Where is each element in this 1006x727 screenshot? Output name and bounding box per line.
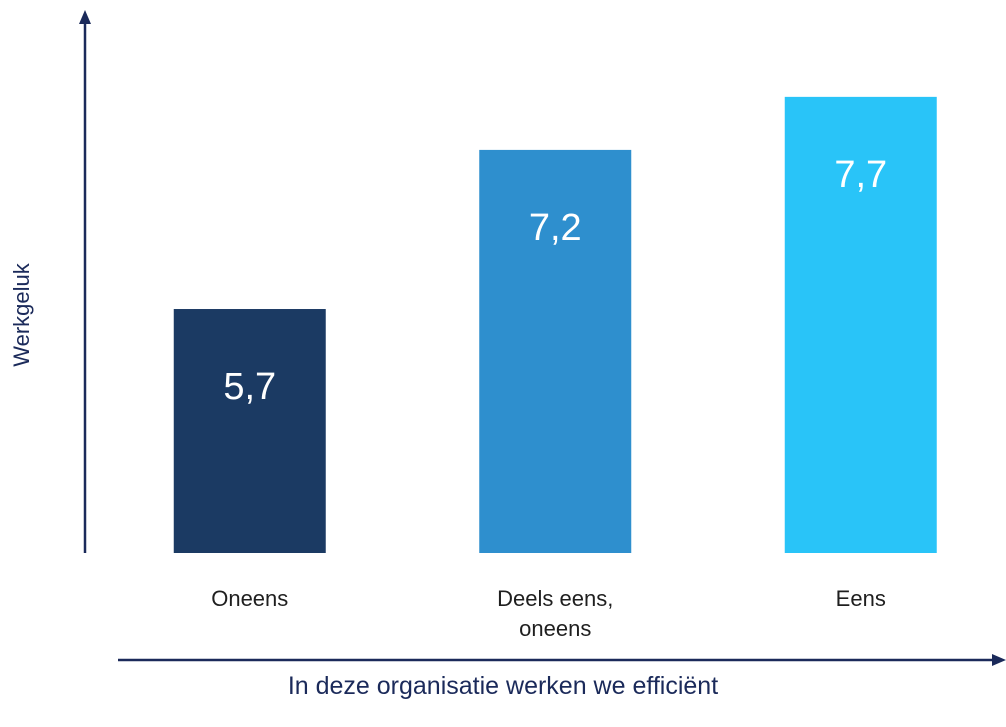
bar	[784, 96, 937, 554]
x-tick-label: Eens	[835, 586, 886, 611]
y-axis-title: Werkgeluk	[9, 263, 34, 367]
value-label: 7,2	[529, 207, 582, 249]
x-axis-arrow	[992, 654, 1006, 666]
bar	[173, 309, 326, 553]
x-tick-label: Oneens	[211, 586, 289, 611]
y-axis-arrow	[79, 10, 91, 24]
value-label: 5,7	[223, 366, 276, 408]
x-tick-label: Deels eens, oneens	[497, 586, 614, 641]
x-axis-title: In deze organisatie werken we efficiënt	[287, 672, 719, 700]
value-label: 7,7	[834, 154, 887, 196]
bar	[479, 149, 632, 553]
